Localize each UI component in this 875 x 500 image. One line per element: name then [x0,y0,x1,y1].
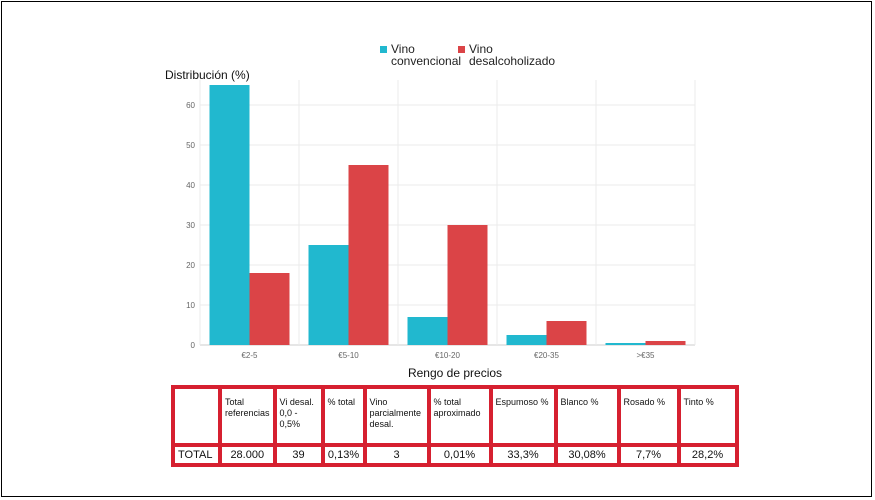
x-tick-label: €2-5 [241,351,258,360]
header-cell-vi-desal: Vi desal. 0,0 - 0,5% [274,387,323,445]
data-cell-label: TOTAL [173,445,220,465]
bar-convencional [605,343,646,345]
bar-desalcoholizado [249,273,290,345]
table-header-row: Total referencias Vi desal. 0,0 - 0,5% %… [173,387,737,445]
legend-swatch [380,46,387,53]
data-cell-espumoso: 33,3% [490,445,556,465]
y-axis-title: Distribución (%) [165,68,250,82]
header-cell-total-referencias: Total referencias [220,387,275,445]
bar-desalcoholizado [348,165,389,345]
header-cell-tinto: Tinto % [678,387,737,445]
y-tick-label: 0 [191,341,196,350]
summary-table: Total referencias Vi desal. 0,0 - 0,5% %… [171,385,739,467]
data-cell-pct-total: 0,13% [322,445,365,465]
header-cell-pct-total-aproximado: % total aproximado [428,387,491,445]
bar-convencional [506,335,547,345]
data-cell-pct-total-aproximado: 0,01% [428,445,491,465]
data-cell-rosado: 7,7% [618,445,679,465]
y-tick-labels: 0 10 20 30 40 50 60 [186,101,195,350]
legend-label: Vino convencional [391,42,461,68]
header-cell-blanco: Blanco % [555,387,619,445]
x-axis-title: Rengo de precios [408,366,502,380]
data-cell-blanco: 30,08% [555,445,619,465]
x-tick-labels: €2-5 €5-10 €10-20 €20-35 >€35 [241,351,655,360]
header-cell-espumoso: Espumoso % [490,387,556,445]
x-tick-label: €5-10 [338,351,359,360]
header-cell-rosado: Rosado % [618,387,679,445]
data-cell-vi-desal: 39 [274,445,323,465]
bar-desalcoholizado [645,341,686,345]
data-cell-tinto: 28,2% [678,445,737,465]
bar-convencional [209,85,250,345]
bar-desalcoholizado [447,225,488,345]
y-tick-label: 30 [186,221,195,230]
legend-label: Vino desalcoholizado [469,42,555,68]
y-tick-label: 50 [186,141,195,150]
header-cell-vino-parcialmente-desal: Vino parcialmente desal. [364,387,429,445]
header-cell-pct-total: % total [322,387,365,445]
bar-convencional [308,245,349,345]
x-tick-label: €20-35 [534,351,559,360]
y-tick-label: 60 [186,101,195,110]
bar-convencional [407,317,448,345]
legend: Vino convencional Vino desalcoholizado [380,42,555,68]
data-cell-total-referencias: 28.000 [220,445,275,465]
x-tick-label: >€35 [636,351,655,360]
x-tick-label: €10-20 [435,351,460,360]
y-tick-label: 40 [186,181,195,190]
bars [209,85,686,345]
y-tick-label: 20 [186,261,195,270]
legend-swatch [458,46,465,53]
data-cell-vino-parcialmente-desal: 3 [364,445,429,465]
header-cell-blank [173,387,220,445]
y-tick-label: 10 [186,301,195,310]
bar-desalcoholizado [546,321,587,345]
table-row: TOTAL 28.000 39 0,13% 3 0,01% 33,3% 30,0… [173,445,737,465]
